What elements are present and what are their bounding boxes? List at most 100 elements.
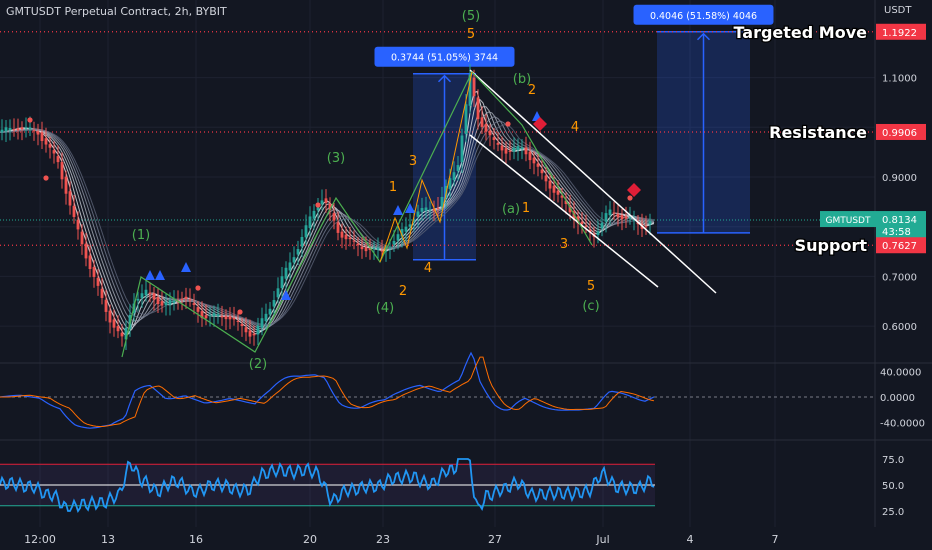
candle [380, 250, 384, 252]
candle [448, 178, 452, 189]
candle [252, 333, 256, 336]
level-price-bg [876, 23, 926, 40]
signal-markers [27, 111, 641, 315]
symbol-tag: GMTUSDT [826, 216, 871, 226]
candle [324, 198, 328, 203]
candle [580, 221, 584, 225]
candle [152, 293, 156, 300]
price-tick-label: 0.7000 [882, 272, 917, 283]
candle [4, 127, 8, 132]
candle [624, 216, 628, 219]
candle [528, 151, 532, 161]
candle [44, 138, 48, 145]
candle [492, 137, 496, 140]
wave-label: 2 [528, 83, 536, 98]
candle [460, 135, 464, 163]
time-axis: 12:00 13 16 20 23 27 Jul 4 7 [24, 533, 778, 546]
candle [136, 298, 140, 301]
candle [88, 255, 92, 270]
candle [188, 299, 192, 301]
candle [396, 234, 400, 241]
time-tick-label: 12:00 [24, 533, 56, 546]
candle [12, 129, 16, 131]
wave-label: (5) [462, 9, 480, 24]
signal-dot [505, 121, 511, 127]
candle [604, 213, 608, 222]
candle [600, 222, 604, 229]
candle [0, 129, 4, 133]
candle [96, 277, 100, 286]
candle [52, 150, 56, 154]
candle [488, 130, 492, 136]
candle [208, 315, 212, 317]
candle [288, 262, 292, 271]
last-price-bg [876, 211, 926, 240]
signal-dot [27, 117, 33, 123]
candle [148, 292, 152, 294]
candle [172, 300, 176, 303]
wave-label: 3 [560, 237, 568, 252]
candle [584, 225, 588, 227]
candle [20, 127, 24, 130]
wave-label: 5 [587, 279, 595, 294]
candle [568, 205, 572, 213]
candle [484, 123, 488, 132]
candle [200, 311, 204, 319]
candle [416, 211, 420, 217]
candle [268, 308, 272, 315]
rsi-tick-label: 75.0 [882, 455, 904, 466]
candle [628, 217, 632, 219]
candle [232, 317, 236, 320]
candle [476, 97, 480, 120]
candle [228, 316, 232, 320]
candle [412, 219, 416, 222]
candle [76, 219, 80, 230]
candle [588, 229, 592, 233]
candle [524, 147, 528, 155]
price-tick-label: 0.6000 [882, 322, 917, 333]
wave-label: (4) [376, 301, 394, 316]
candle [292, 257, 296, 263]
time-tick-label: 13 [101, 533, 115, 546]
candle [440, 196, 444, 207]
candle [456, 165, 460, 172]
level-name: Targeted Move [733, 23, 867, 42]
level-price-bg [876, 237, 926, 254]
wave-label: (3) [327, 151, 345, 166]
macd-tick-label: -40.0000 [880, 419, 925, 430]
candle [180, 298, 184, 300]
wave-label: (b) [513, 72, 531, 87]
time-tick-label: Jul [595, 533, 609, 546]
candle [204, 315, 208, 319]
candle [544, 175, 548, 182]
candle [116, 326, 120, 332]
candle [424, 207, 428, 211]
candle [392, 240, 396, 245]
candle [612, 212, 616, 214]
measure-label: 0.3744 (51.05%) 3744 [391, 53, 498, 64]
candle [500, 145, 504, 151]
wave-label: 2 [399, 284, 407, 299]
wave-label: 4 [571, 120, 579, 135]
candle [216, 314, 220, 317]
candle [220, 316, 224, 318]
candle [384, 250, 388, 252]
candle [400, 229, 404, 237]
level-name: Resistance [769, 123, 867, 142]
macd-line [0, 351, 655, 429]
candle [112, 319, 116, 328]
horizontal-levels [0, 31, 875, 246]
wave-label: (a) [502, 202, 520, 217]
signal-dot [195, 285, 201, 291]
candle [140, 293, 144, 298]
candle [168, 300, 172, 305]
candle [236, 320, 240, 322]
candle [548, 180, 552, 189]
ma-line [0, 116, 655, 328]
candle [516, 146, 520, 151]
candle [348, 237, 352, 240]
candle [36, 131, 40, 135]
candle [404, 226, 408, 232]
